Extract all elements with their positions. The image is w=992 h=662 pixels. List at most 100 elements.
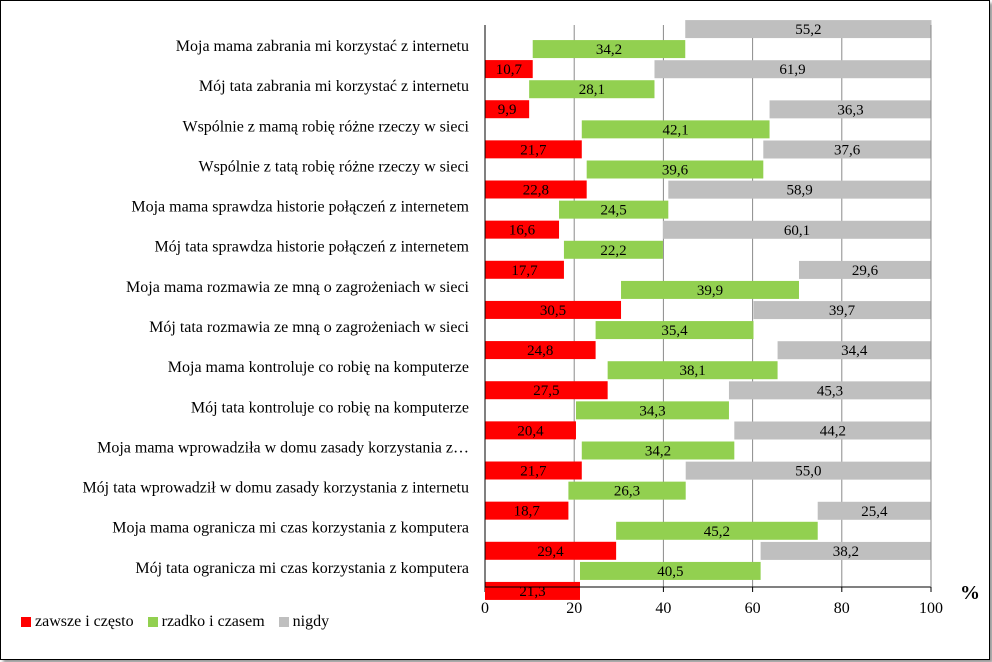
data-label: 28,1	[579, 82, 605, 98]
bar-segment	[568, 481, 686, 500]
data-label: 25,4	[861, 504, 888, 520]
bar-segment	[485, 501, 569, 520]
bar-segment	[485, 461, 582, 480]
category-label: Mój tata zabrania mi korzystać z interne…	[199, 78, 469, 95]
bar-segment	[798, 260, 931, 279]
category-label: Mój tata ogranicza mi czas korzystania z…	[135, 560, 469, 577]
legend: zawsze i często rzadko i czasem nigdy	[21, 613, 329, 631]
data-label: 34,2	[596, 42, 622, 58]
bar-segment	[579, 561, 761, 580]
category-label: Moja mama zabrania mi korzystać z intern…	[176, 38, 469, 55]
data-label: 39,7	[829, 303, 856, 319]
bar-segment	[616, 521, 818, 540]
bar-segment	[485, 180, 587, 199]
bar-segment	[575, 401, 729, 420]
bar-segment	[777, 341, 931, 360]
bar-segment	[760, 541, 931, 560]
data-label: 58,9	[787, 183, 813, 199]
data-label: 29,4	[537, 544, 564, 560]
bar-segment	[581, 120, 770, 139]
x-tick-label: 80	[834, 600, 850, 617]
bar-segment	[621, 280, 799, 299]
category-label: Mój tata rozmawia ze mną o zagrożeniach …	[149, 319, 469, 336]
bar-segment	[559, 200, 669, 219]
data-label: 9,9	[498, 102, 517, 118]
data-label: 38,1	[679, 363, 705, 379]
category-label: Wspólnie z tatą robię różne rzeczy w sie…	[198, 158, 469, 175]
category-label: Mój tata wprowadził w domu zasady korzys…	[82, 480, 469, 497]
category-label: Moja mama ogranicza mi czas korzystania …	[112, 520, 469, 537]
bar-segment	[817, 501, 931, 520]
data-label: 29,6	[852, 263, 879, 279]
bar-segment	[595, 321, 754, 340]
bar-segment	[485, 381, 608, 400]
data-label: 20,4	[517, 423, 544, 439]
data-label: 61,9	[779, 62, 805, 78]
category-label: Wspólnie z mamą robię różne rzeczy w sie…	[182, 118, 469, 135]
bar-segment	[485, 220, 560, 239]
bar-segment	[485, 581, 580, 600]
legend-item: nigdy	[278, 613, 329, 631]
data-label: 42,1	[663, 122, 689, 138]
data-label: 55,2	[795, 22, 821, 38]
bar-segment	[485, 341, 596, 360]
data-label: 26,3	[614, 484, 640, 500]
data-label: 40,5	[657, 564, 683, 580]
data-label: 22,8	[523, 183, 549, 199]
bar-segment	[685, 461, 931, 480]
bar-segment	[529, 80, 655, 99]
bar-segment	[485, 140, 582, 159]
data-label: 22,2	[600, 243, 626, 259]
bar-segment	[485, 60, 533, 79]
category-label: Moja mama rozmawia ze mną o zagrożeniach…	[126, 279, 470, 296]
data-label: 24,5	[601, 203, 627, 219]
bar-segment	[485, 260, 564, 279]
bar-segment	[662, 220, 931, 239]
bar-segment	[586, 160, 764, 179]
bar-segment	[485, 421, 576, 440]
bar-segment	[532, 40, 686, 59]
data-label: 16,6	[509, 223, 536, 239]
data-label: 45,2	[704, 524, 730, 540]
category-label: Mój tata sprawdza historie połączeń z in…	[154, 239, 469, 256]
bar-segment	[485, 541, 617, 560]
bar-segment	[581, 441, 735, 460]
data-label: 36,3	[837, 102, 863, 118]
data-label: 39,6	[662, 163, 689, 179]
data-label: 10,7	[496, 62, 523, 78]
unit-label: %	[960, 582, 980, 604]
bar-segment	[563, 240, 663, 259]
data-label: 45,3	[817, 383, 843, 399]
category-label: Moja mama wprowadziła w domu zasady korz…	[97, 439, 469, 456]
legend-label: rzadko i czasem	[161, 613, 265, 630]
data-label: 21,7	[520, 142, 547, 158]
data-label: 37,6	[834, 143, 861, 159]
bar-segment	[607, 361, 778, 380]
bar-segment	[753, 301, 931, 320]
data-label: 21,3	[519, 584, 545, 600]
bar-segment	[485, 300, 622, 319]
x-tick-label: 40	[655, 600, 671, 617]
bar-segment	[763, 140, 931, 159]
data-label: 17,7	[511, 263, 538, 279]
x-tick-label: 20	[566, 600, 582, 617]
legend-swatch	[21, 617, 31, 627]
legend-item: zawsze i często	[21, 613, 134, 631]
bar-segment	[769, 100, 932, 119]
data-label: 30,5	[540, 303, 566, 319]
bar-segment	[485, 100, 530, 119]
x-tick-label: 0	[481, 600, 489, 617]
bar-segment	[668, 180, 931, 199]
data-label: 27,5	[533, 383, 559, 399]
data-label: 55,0	[795, 464, 821, 480]
bar-segment	[654, 60, 931, 79]
category-label: Moja mama kontroluje co robię na kompute…	[168, 359, 469, 376]
data-label: 60,1	[784, 223, 810, 239]
data-label: 35,4	[661, 323, 688, 339]
data-label: 38,2	[833, 544, 859, 560]
x-tick-label: 100	[919, 600, 943, 617]
legend-label: zawsze i często	[35, 613, 134, 630]
legend-swatch	[278, 617, 289, 627]
